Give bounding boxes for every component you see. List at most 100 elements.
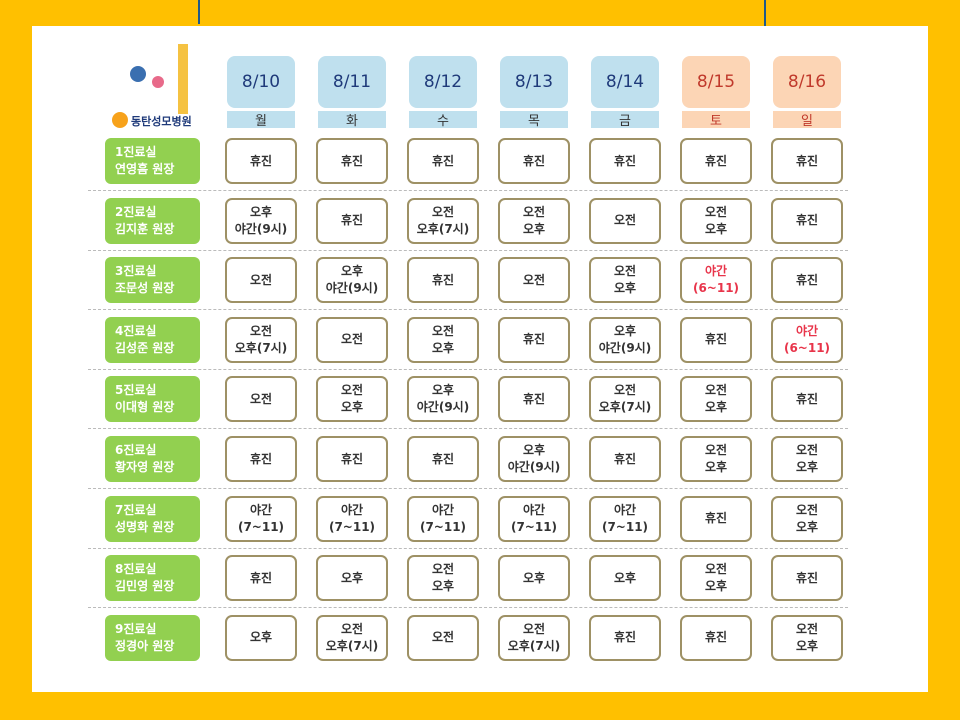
schedule-text: 오후	[613, 323, 637, 338]
schedule-text: 오후	[522, 570, 546, 585]
schedule-text: 오전	[431, 323, 455, 338]
schedule-text: 오전	[795, 502, 819, 517]
schedule-cell: 휴진	[316, 197, 388, 244]
schedule-cell: 오전	[407, 614, 479, 661]
schedule-text: 휴진	[613, 153, 637, 168]
room: 7진료실	[115, 502, 157, 517]
row-separator	[88, 547, 848, 549]
schedule-cell: 오전 오후	[680, 555, 752, 602]
logo-figure	[130, 66, 146, 82]
logo-giraffe	[178, 44, 188, 114]
schedule-text: (7~11)	[419, 519, 467, 534]
schedule-cell: 오후	[498, 555, 570, 602]
schedule-cell: 휴진	[680, 495, 752, 542]
schedule-text: 휴진	[795, 391, 819, 406]
schedule-text: 오전	[704, 204, 728, 219]
row-separator	[88, 488, 848, 489]
schedule-text: 오전	[340, 332, 364, 347]
schedule-cell: 휴진	[407, 436, 479, 482]
panel: 동탄성모병원 8/10 월 8/11 화 8/12 수 8/13 목 8/14 금 8/15 토 8/1…	[32, 26, 928, 692]
schedule-text: 오후	[704, 579, 728, 594]
schedule-text: 오전	[613, 383, 637, 398]
hanger	[198, 0, 200, 24]
schedule-text: 오후	[340, 264, 364, 279]
schedule-cell: 야간 (6~11)	[771, 316, 843, 363]
schedule-cell: 휴진	[771, 376, 843, 423]
doctor: 성명화 원장	[115, 519, 175, 534]
schedule-cell: 오전 오후	[680, 197, 752, 244]
schedule-text: 오전	[340, 621, 364, 636]
schedule-text: 오후	[613, 281, 637, 296]
schedule-text: (7~11)	[510, 519, 558, 534]
schedule-text: 야간(9시)	[416, 400, 470, 415]
schedule-cell: 오전 오후	[589, 257, 661, 304]
hospital-name: 동탄성모병원	[131, 114, 192, 128]
doctor: 김민영 원장	[115, 579, 175, 594]
date: 8/14	[591, 56, 659, 108]
date: 8/12	[409, 56, 477, 108]
schedule-text: 야간	[795, 323, 819, 338]
weekday: 월	[227, 111, 295, 129]
schedule-text: (6~11)	[692, 281, 740, 296]
date: 8/16	[773, 56, 841, 108]
schedule-text: 야간	[704, 264, 728, 279]
room: 9진료실	[115, 621, 157, 636]
schedule-cell: 야간 (7~11)	[225, 495, 297, 542]
schedule-cell: 야간 (7~11)	[316, 495, 388, 542]
schedule-cell: 오전 오후	[407, 316, 479, 363]
schedule-cell: 오후 야간(9시)	[498, 436, 570, 482]
schedule-text: 오전	[431, 204, 455, 219]
weekday: 금	[591, 111, 659, 129]
schedule-cell: 휴진	[589, 138, 661, 184]
schedule-cell: 휴진	[680, 138, 752, 184]
schedule-cell: 오전 오후	[498, 197, 570, 244]
schedule-cell: 오전 오후	[407, 555, 479, 602]
schedule-cell: 오후 야간(9시)	[225, 197, 297, 244]
room: 5진료실	[115, 383, 157, 398]
schedule-text: 오전	[340, 383, 364, 398]
schedule-text: 휴진	[795, 272, 819, 287]
schedule-text: 휴진	[340, 153, 364, 168]
schedule-cell: 오전	[225, 376, 297, 423]
schedule-text: 휴진	[613, 630, 637, 645]
schedule-text: 휴진	[795, 153, 819, 168]
schedule-cell: 휴진	[771, 138, 843, 184]
weekday: 토	[682, 111, 750, 129]
schedule-text: 오전	[613, 213, 637, 228]
doctor-label: 3진료실 조문성 원장	[105, 257, 200, 304]
schedule-cell: 오전 오후	[680, 436, 752, 482]
schedule-cell: 휴진	[498, 138, 570, 184]
date: 8/10	[227, 56, 295, 108]
schedule-text: 오후(7시)	[416, 221, 470, 236]
schedule-cell: 휴진	[498, 316, 570, 363]
date: 8/15	[682, 56, 750, 108]
schedule-text: 휴진	[431, 272, 455, 287]
schedule-cell: 휴진	[589, 614, 661, 661]
doctor: 이대형 원장	[115, 400, 175, 415]
room: 1진료실	[115, 145, 157, 159]
schedule-cell: 오후	[589, 555, 661, 602]
weekday: 화	[318, 111, 386, 129]
schedule-text: 휴진	[522, 391, 546, 406]
room: 4진료실	[115, 323, 157, 338]
schedule-cell: 오후 야간(9시)	[589, 316, 661, 363]
schedule-cell: 오후	[225, 614, 297, 661]
schedule-cell: 오전 오후	[771, 436, 843, 482]
schedule-cell: 휴진	[225, 436, 297, 482]
schedule-text: 오후	[431, 579, 455, 594]
schedule-text: 야간(9시)	[234, 221, 288, 236]
schedule-text: 오후(7시)	[507, 638, 561, 653]
room: 6진료실	[115, 443, 157, 457]
schedule-text: 휴진	[522, 153, 546, 168]
doctor: 황자영 원장	[115, 460, 175, 474]
schedule-text: 야간(9시)	[325, 281, 379, 296]
schedule-cell: 오전	[225, 257, 297, 304]
schedule-cell: 오전 오후	[316, 376, 388, 423]
schedule-cell: 휴진	[771, 197, 843, 244]
schedule-text: 휴진	[340, 451, 364, 466]
hanger	[764, 0, 766, 32]
schedule-text: 휴진	[431, 153, 455, 168]
schedule-text: 휴진	[340, 213, 364, 228]
schedule-text: 야간	[613, 502, 637, 517]
